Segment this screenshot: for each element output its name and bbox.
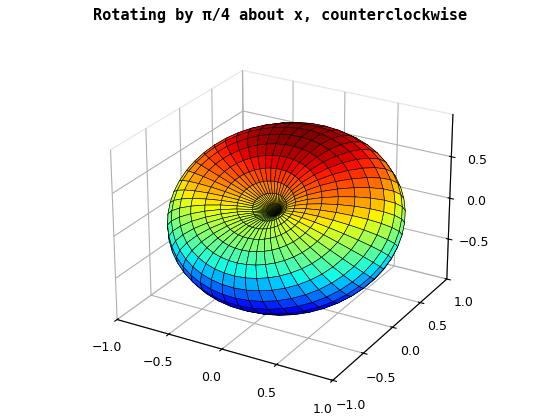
Title: Rotating by π/4 about x, counterclockwise: Rotating by π/4 about x, counterclockwis… bbox=[93, 7, 467, 23]
